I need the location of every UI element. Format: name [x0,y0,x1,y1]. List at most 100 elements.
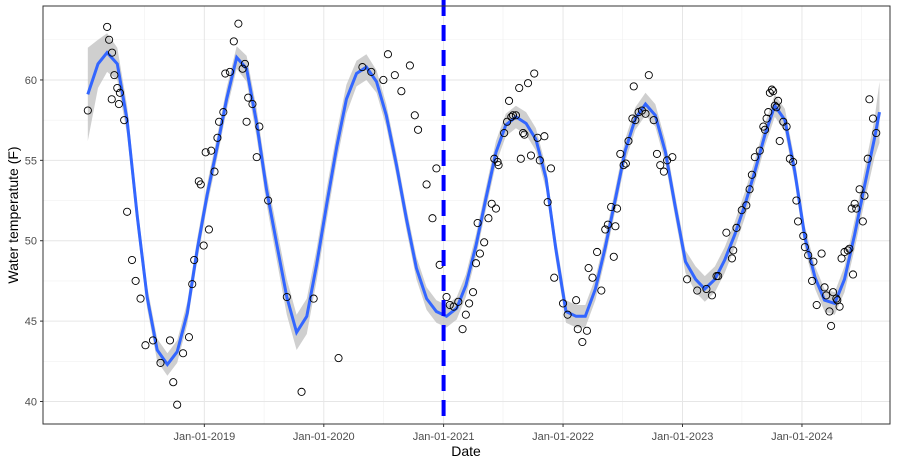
data-point [820,283,829,292]
data-point [120,116,129,125]
data-point [156,358,165,367]
data-point [546,164,555,173]
data-point [165,336,175,345]
smooth-line [86,50,881,368]
data-point [611,222,620,231]
data-point [390,71,399,80]
data-point [822,291,831,300]
data-point [762,114,771,123]
data-point [487,199,496,208]
data-point [113,83,122,93]
data-point [107,95,116,104]
data-point [782,122,791,131]
data-point [465,299,474,308]
data-point [845,244,854,253]
data-point [800,243,809,252]
data-point [188,280,197,289]
data-point [422,180,431,189]
data-point [207,146,216,155]
data-point [827,321,836,330]
data-point [772,103,781,112]
data-point [173,400,182,409]
data-point [519,128,528,138]
data-point [603,220,612,229]
data-point [750,153,759,162]
data-point [229,37,238,46]
data-point [428,214,437,223]
data-point [619,161,628,170]
data-point [282,292,291,302]
data-point [309,294,318,303]
x-tick-label: Jan-01-2024 [771,431,833,443]
data-point [860,191,869,200]
data-point [199,241,208,250]
data-point [190,255,199,265]
data-point [242,117,251,126]
data-point [847,204,856,213]
data-point [550,273,559,282]
data-point [573,325,582,334]
data-points [83,19,881,409]
data-point [742,201,751,210]
data-point [210,167,219,176]
data-point [855,185,864,194]
data-point [530,69,539,78]
data-point [540,132,549,141]
data-point [115,88,124,97]
data-point [449,302,458,311]
data-point [641,109,650,118]
data-point [508,111,518,120]
plot-panel [43,6,890,424]
data-point [461,310,470,319]
data-point [507,112,516,121]
data-point [240,59,249,68]
data-point [804,251,813,260]
data-point [184,333,194,342]
data-point [863,154,872,163]
data-point [649,116,658,125]
data-point [397,87,406,96]
data-point [108,48,117,57]
data-point [405,61,414,70]
data-point [523,79,533,88]
data-point [468,288,478,297]
data-point [103,22,112,31]
data-point [511,111,520,120]
data-point [722,228,731,237]
data-point [432,164,441,173]
data-point [484,214,493,223]
data-point [767,85,776,94]
data-point [367,67,376,76]
data-point [872,128,881,138]
data-point [516,154,525,163]
data-point [858,217,867,226]
data-point [707,291,717,300]
x-tick-label: Jan-01-2022 [532,431,594,443]
data-point [201,148,210,157]
x-tick-label: Jan-01-2021 [413,431,475,443]
data-point [582,326,591,335]
data-point [515,83,524,93]
data-point [244,93,253,102]
data-point [445,300,454,310]
data-point [475,249,484,258]
data-point [179,349,188,358]
data-point [835,302,844,311]
data-point [493,157,502,166]
data-point [656,161,665,170]
data-point [817,249,826,258]
data-point [491,204,501,213]
data-point [607,202,616,212]
data-point [644,71,653,80]
data-point [588,273,597,282]
data-point [601,225,610,234]
plot-border [42,5,891,425]
data-point [535,156,544,165]
data-point [727,254,736,263]
data-point [775,136,784,146]
data-point [334,354,343,363]
data-point [127,255,137,265]
data-point [238,64,247,73]
data-point [729,246,738,255]
data-point [83,106,92,115]
